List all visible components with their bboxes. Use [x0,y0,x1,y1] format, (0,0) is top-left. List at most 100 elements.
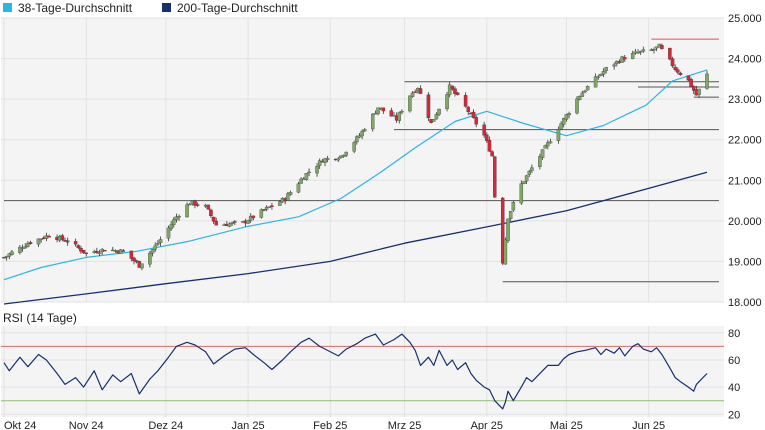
candle-down [233,221,237,223]
candle-down [482,124,486,136]
candle-down [270,205,274,207]
candle-up [153,245,157,250]
y-tick-label: 25.000 [728,13,762,25]
candle-down [676,69,680,73]
x-tick-label: Apr 25 [471,420,503,430]
candle-up [705,73,709,89]
candle-down [211,216,216,222]
y-tick-label: 23.000 [728,94,762,106]
candle-up [296,183,301,193]
candle-down [493,156,497,198]
rsi-tick-label: 80 [728,328,740,340]
candle-up [583,90,587,93]
candle-down [623,57,627,60]
candle-down [214,220,218,226]
candle-up [376,107,380,114]
candle-down [193,200,197,206]
candle-up [508,210,513,220]
candle-down [129,250,134,259]
candle-up [506,218,510,241]
candle-up [23,246,27,249]
rsi-line [3,333,708,410]
candle-down [418,88,423,94]
candlestick-series [2,43,709,271]
rsi-panel [1,326,724,417]
candle-down [686,75,691,81]
main-panel [1,18,724,302]
candle-down [103,250,107,252]
candle-up [697,88,701,95]
candle-down [455,92,460,95]
candle-up [585,86,590,91]
x-tick-label: Okt 24 [4,420,36,430]
candle-down [389,110,394,117]
y-tick-label: 24.000 [728,54,762,66]
y-tick-label: 19.000 [728,256,762,268]
sma200-layer [3,171,708,305]
x-tick-label: Nov 24 [69,420,104,430]
candle-down [47,236,51,238]
candle-up [363,129,367,132]
x-tick-label: Jun 25 [632,420,665,430]
rsi-axis: 20 40 60 80 [728,328,740,421]
y-tick-label: 21.000 [728,175,762,187]
candle-up [304,173,309,180]
candle-up [156,243,160,245]
candle-up [527,170,532,175]
candle-down [60,235,65,240]
candle-down [668,47,672,60]
candle-down [678,72,683,76]
candle-up [596,76,600,78]
candle-up [26,243,30,247]
x-tick-label: Dez 24 [148,420,183,430]
candle-up [641,49,646,52]
legend: 38-Tage-Durchschnitt 200-Tage-Durchschni… [3,1,298,15]
x-tick-label: Feb 25 [313,420,347,430]
sma200-line [3,171,708,305]
candle-up [538,156,542,167]
candle-up [352,142,356,152]
rsi-title: RSI (14 Tage) [3,311,77,325]
candle-down [81,249,86,253]
candle-up [408,95,412,112]
candle-up [522,181,526,184]
candle-up [39,238,43,240]
candle-down [209,209,213,217]
candle-up [546,142,550,147]
candle-up [185,204,189,218]
x-tick-label: Jan 25 [232,420,265,430]
price-axis: 18.000 19.000 20.000 21.000 22.000 23.000 24.0… [728,13,762,309]
candle-up [20,247,25,250]
candle-down [65,240,70,243]
rsi-tick-label: 40 [728,382,740,394]
candle-up [410,92,415,97]
candle-down [84,252,88,255]
candle-down [95,250,99,253]
candle-up [174,216,179,221]
candle-up [370,113,375,130]
x-tick-label: Mrz 25 [388,420,422,430]
candle-down [413,91,417,93]
candle-down [471,111,476,118]
candle-up [336,158,341,161]
candle-up [652,49,656,51]
candle-up [299,178,303,184]
candle-up [323,158,327,163]
candle-up [434,114,439,120]
candle-up [10,251,14,255]
rsi-tick-label: 60 [728,355,740,367]
candle-up [18,246,22,253]
candle-down [463,95,468,107]
candle-up [567,113,571,116]
candle-up [636,52,640,54]
candle-up [447,84,452,96]
candle-down [450,85,455,90]
candle-down [381,107,386,112]
candle-down [121,250,126,252]
candle-down [76,245,81,248]
y-tick-label: 20.000 [728,216,762,228]
rsi-layer [3,333,708,410]
candle-down [500,197,505,264]
candle-up [344,151,348,156]
